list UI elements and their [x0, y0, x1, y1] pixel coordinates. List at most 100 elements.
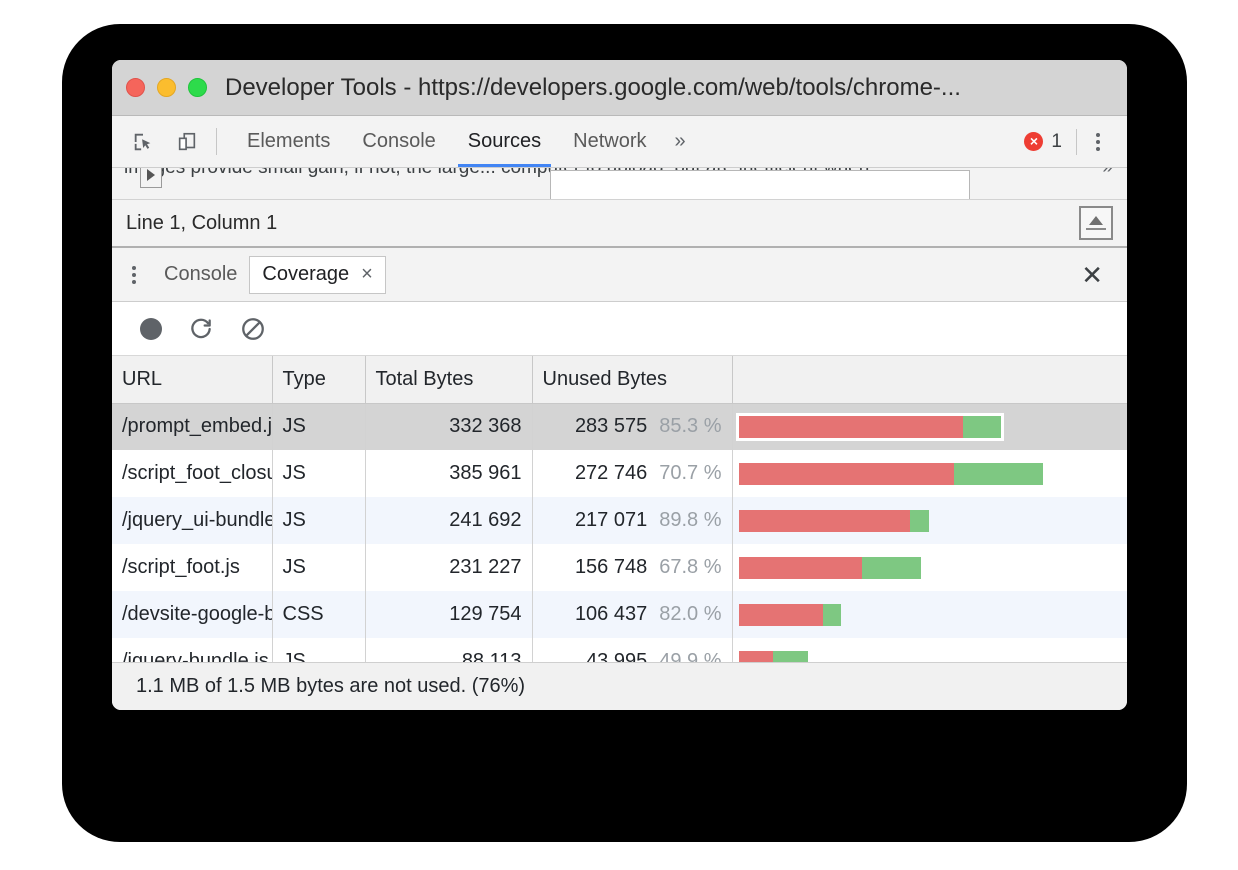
cell-coverage-bar [732, 591, 1127, 638]
cell-type: CSS [272, 591, 366, 638]
cursor-position-label: Line 1, Column 1 [126, 211, 278, 234]
cell-type: JS [272, 638, 366, 662]
editor-search-input[interactable] [550, 170, 970, 199]
cell-total-bytes: 385 961 [365, 450, 533, 497]
table-header-row: URL Type Total Bytes Unused Bytes [112, 356, 1127, 404]
used-bytes-segment [822, 603, 842, 626]
column-header-unused-bytes[interactable]: Unused Bytes [532, 356, 733, 404]
tab-network[interactable]: Network [557, 116, 662, 167]
traffic-lights [126, 78, 207, 97]
more-tabs-chevron-icon[interactable]: » [674, 130, 686, 152]
error-count: 1 [1051, 130, 1062, 152]
cell-type: JS [272, 450, 366, 497]
editor-clipped-strip: images provide small gain, if not, the l… [112, 168, 1127, 200]
table-row[interactable]: /jquery-bundle.js JS 88 113 43 995 49.9 % [112, 638, 1127, 662]
close-coverage-tab-icon[interactable]: × [361, 263, 373, 285]
cell-url: /script_foot.js [112, 544, 273, 591]
table-row[interactable]: /prompt_embed.js JS 332 368 283 575 85.3 % [112, 403, 1127, 450]
device-toolbar-icon[interactable] [172, 127, 202, 157]
error-badge[interactable]: × 1 [1024, 131, 1062, 153]
cell-total-bytes: 129 754 [365, 591, 533, 638]
coverage-bar [738, 556, 922, 579]
cell-unused-bytes: 217 071 89.8 % [532, 497, 733, 544]
unused-bytes-segment [738, 650, 774, 662]
coverage-bar [738, 462, 1044, 485]
tabbar-right-controls: × 1 [1024, 116, 1127, 167]
coverage-toolbar [112, 302, 1127, 356]
column-header-total-bytes[interactable]: Total Bytes [365, 356, 533, 404]
unused-bytes-segment [738, 509, 911, 532]
window-title: Developer Tools - https://developers.goo… [225, 73, 961, 101]
cell-total-bytes: 88 113 [365, 638, 533, 662]
editor-clipped-content: images provide small gain, if not, the l… [112, 168, 1127, 184]
window-titlebar: Developer Tools - https://developers.goo… [112, 60, 1127, 116]
column-header-type[interactable]: Type [272, 356, 366, 404]
used-bytes-segment [954, 462, 1044, 485]
unused-bytes-value: 283 575 [574, 415, 648, 438]
close-drawer-icon[interactable]: ✕ [1081, 259, 1103, 290]
coverage-bar-wrapper [738, 509, 1118, 532]
used-bytes-segment [910, 509, 930, 532]
tab-elements[interactable]: Elements [231, 116, 346, 167]
reload-icon[interactable] [188, 316, 214, 342]
unused-bytes-value: 272 746 [574, 462, 648, 484]
cell-unused-bytes: 283 575 85.3 % [532, 403, 733, 450]
unused-percent-value: 67.8 % [659, 556, 722, 578]
coverage-bar-wrapper [738, 556, 1118, 579]
cell-coverage-bar [732, 450, 1127, 497]
devtools-tabbar: Elements Console Sources Network » × 1 [112, 116, 1127, 168]
coverage-table: URL Type Total Bytes Unused Bytes /promp… [112, 356, 1127, 662]
cell-coverage-bar [732, 403, 1127, 450]
more-vertical-icon[interactable] [1083, 132, 1113, 151]
column-header-url[interactable]: URL [112, 356, 273, 404]
table-row[interactable]: /jquery_ui-bundle.jsJS241 692 217 071 89.8… [112, 497, 1127, 544]
unused-bytes-segment [738, 603, 823, 626]
minimize-window-button[interactable] [157, 78, 176, 97]
drawer-tab-coverage[interactable]: Coverage × [249, 255, 386, 294]
close-window-button[interactable] [126, 78, 145, 97]
unused-bytes-value: 156 748 [574, 556, 648, 578]
editor-status-strip: Line 1, Column 1 [112, 200, 1127, 248]
coverage-bar-wrapper [738, 603, 1118, 626]
cell-type: JS [272, 544, 366, 591]
cell-coverage-bar [732, 638, 1127, 662]
coverage-table-head: URL Type Total Bytes Unused Bytes [112, 356, 1127, 404]
cell-unused-bytes: 106 437 82.0 % [532, 591, 733, 638]
error-circle-icon: × [1024, 132, 1044, 151]
table-row[interactable]: /script_foot_closure.jsJS385 961 272 746 7… [112, 450, 1127, 497]
unused-percent-value: 49.9 % [659, 650, 722, 662]
editor-more-icon[interactable]: » [1102, 168, 1113, 179]
inspect-element-icon[interactable] [128, 127, 158, 157]
column-header-visualization[interactable] [732, 356, 1127, 404]
tab-console[interactable]: Console [346, 116, 451, 167]
coverage-summary-text: 1.1 MB of 1.5 MB bytes are not used. (76… [136, 675, 526, 697]
unused-bytes-value: 106 437 [574, 603, 648, 625]
tab-sources-label: Sources [467, 130, 542, 152]
cell-total-bytes: 241 692 [365, 497, 533, 544]
coverage-table-container: URL Type Total Bytes Unused Bytes /promp… [112, 356, 1127, 662]
unused-percent-value: 85.3 % [659, 415, 722, 438]
drawer-tab-console[interactable]: Console [152, 256, 249, 294]
unused-bytes-value: 217 071 [574, 509, 648, 531]
play-expand-icon[interactable] [140, 168, 162, 188]
cell-unused-bytes: 43 995 49.9 % [532, 638, 733, 662]
cell-unused-bytes: 272 746 70.7 % [532, 450, 733, 497]
table-row[interactable]: /script_foot.js JS 231 227 156 748 67.8 % [112, 544, 1127, 591]
panel-tabs: Elements Console Sources Network » [231, 116, 698, 167]
drawer-more-vertical-icon[interactable] [112, 265, 152, 284]
cell-type: JS [272, 403, 366, 450]
unused-bytes-segment [738, 462, 955, 485]
used-bytes-segment [962, 415, 1002, 438]
clear-block-icon[interactable] [240, 316, 266, 342]
unused-bytes-value: 43 995 [586, 650, 648, 662]
tabbar-divider [216, 128, 217, 155]
tab-sources[interactable]: Sources [452, 116, 557, 167]
drawer-tab-coverage-label: Coverage [262, 263, 350, 285]
pretty-print-icon[interactable] [1079, 206, 1113, 240]
maximize-window-button[interactable] [188, 78, 207, 97]
cell-total-bytes: 332 368 [365, 403, 533, 450]
tab-network-label: Network [573, 130, 647, 152]
record-dot-icon[interactable] [140, 317, 162, 340]
